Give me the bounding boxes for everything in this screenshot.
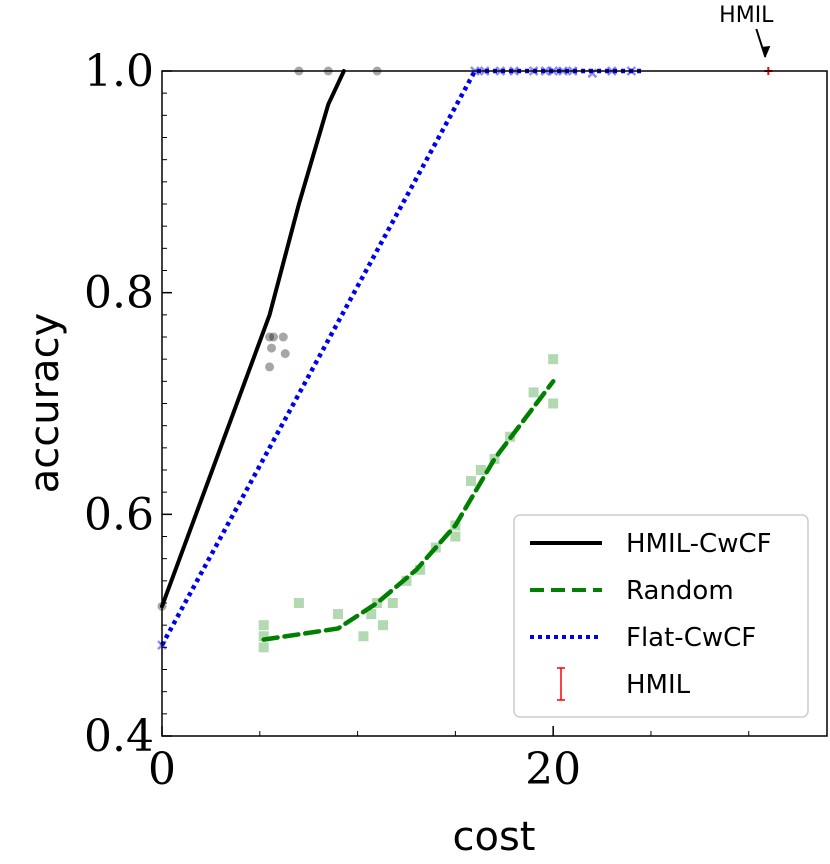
legend-label: HMIL-CwCF (626, 529, 772, 559)
series-point-0 (267, 343, 277, 353)
series-point-1 (475, 465, 486, 475)
series-point-1 (548, 354, 559, 365)
series-point-1 (528, 387, 539, 398)
y-tick-label: 0.6 (84, 489, 154, 540)
series-point-0 (265, 332, 275, 342)
annotations: HMIL (719, 3, 774, 58)
series-line-0 (160, 69, 346, 609)
y-tick-label: 0.8 (84, 268, 154, 319)
legend-label: Flat-CwCF (626, 623, 756, 653)
series-point-1 (378, 620, 389, 631)
series-point-1 (415, 564, 426, 575)
series-point-0 (278, 332, 288, 342)
series-point-0 (268, 332, 278, 342)
x-tick-label: 0 (148, 744, 176, 795)
series-point-1 (258, 642, 269, 653)
x-axis-label: cost (453, 814, 536, 860)
series-point-1 (450, 531, 461, 542)
series-point-1 (333, 609, 344, 620)
series-point-1 (466, 476, 477, 487)
series-point-1 (258, 631, 269, 642)
series-point-1 (548, 398, 559, 409)
series-point-1 (293, 598, 304, 608)
annotation-text: HMIL (719, 3, 774, 28)
legend-label: Random (626, 576, 734, 606)
annotation-arrow-head (761, 46, 771, 58)
series-point-1 (387, 598, 398, 608)
y-tick-label: 1.0 (84, 46, 154, 97)
series-line-1 (261, 379, 556, 642)
series-point-1 (366, 609, 377, 620)
y-axis-label: accuracy (22, 313, 68, 493)
series-point-1 (258, 620, 269, 631)
x-tick-label: 20 (525, 744, 581, 795)
legend-label: HMIL (626, 670, 691, 700)
series-point-0 (265, 362, 275, 372)
series-point-1 (372, 598, 383, 608)
series-line-2 (160, 68, 642, 647)
series-point-0 (280, 349, 290, 359)
plot-area (157, 66, 773, 653)
legend-box (513, 514, 809, 718)
series-point-1 (358, 631, 369, 642)
axes: 0.4 0.6 0.8 1.0 0 20 (84, 46, 750, 795)
legend: HMIL-CwCF Random Flat-CwCF HMIL (513, 514, 809, 718)
y-tick-label: 0.4 (84, 711, 154, 762)
